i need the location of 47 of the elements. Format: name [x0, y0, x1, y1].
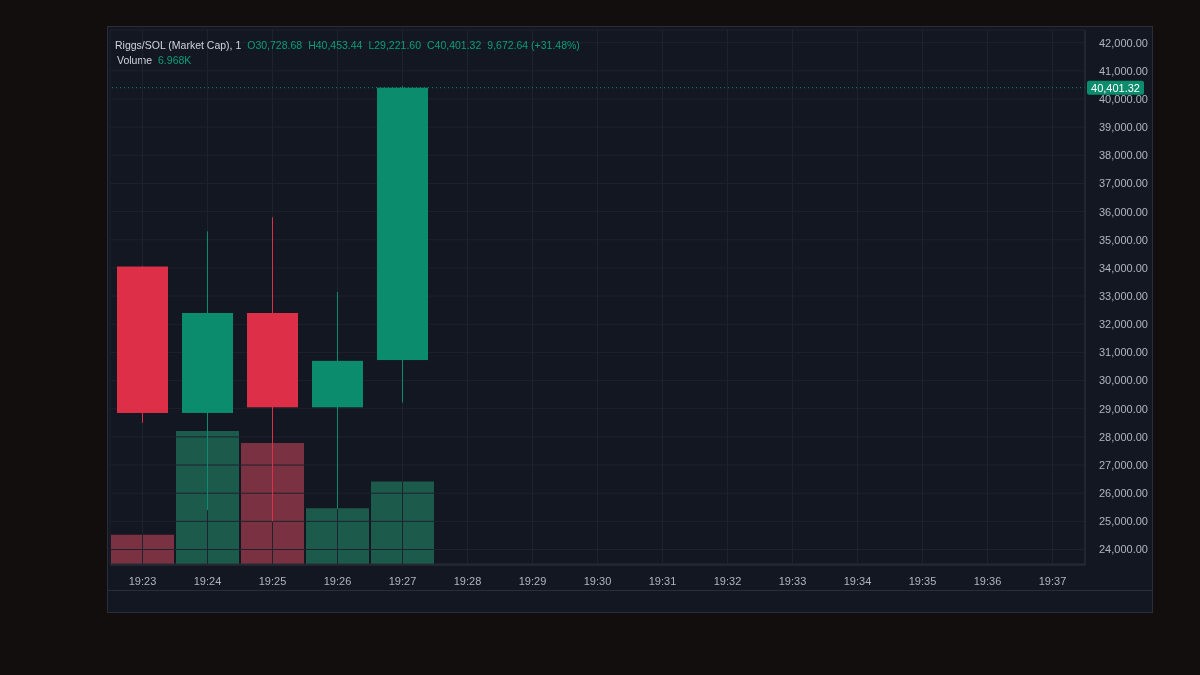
x-tick-label: 19:37: [1038, 574, 1067, 587]
annotation: L29,221.60: [368, 39, 421, 51]
y-tick-label: 27,000.00: [1099, 458, 1148, 471]
y-tick-label: 36,000.00: [1099, 205, 1148, 218]
x-tick-label: 19:32: [713, 574, 742, 587]
x-tick-label: 19:33: [778, 574, 807, 587]
x-tick-label: 19:27: [388, 574, 417, 587]
bar: [176, 431, 239, 564]
annotation: 6.968K: [158, 54, 192, 66]
y-tick-label: 41,000.00: [1099, 64, 1148, 77]
ref-line-label: 40,401.32: [1091, 81, 1140, 94]
y-tick-label: 42,000.00: [1099, 36, 1148, 49]
y-tick-label: 25,000.00: [1099, 515, 1148, 528]
annotation: H40,453.44: [308, 39, 363, 51]
y-tick-label: 34,000.00: [1099, 261, 1148, 274]
y-tick-label: 29,000.00: [1099, 402, 1148, 415]
y-tick-label: 28,000.00: [1099, 430, 1148, 443]
x-tick-label: 19:34: [843, 574, 872, 587]
x-tick-label: 19:25: [258, 574, 287, 587]
bar: [241, 442, 304, 564]
text: Riggs/SOL (Market Cap), 1: [115, 39, 242, 51]
annotation: C40,401.32: [427, 39, 482, 51]
x-tick-label: 19:35: [908, 574, 937, 587]
bar: [111, 534, 174, 564]
x-tick-label: 19:31: [648, 574, 677, 587]
annotation: 9,672.64 (+31.48%): [487, 39, 580, 51]
y-tick-label: 24,000.00: [1099, 543, 1148, 556]
x-tick-label: 19:26: [323, 574, 352, 587]
bar: [371, 481, 434, 564]
y-tick-label: 37,000.00: [1099, 177, 1148, 190]
y-tick-label: 32,000.00: [1099, 318, 1148, 331]
annotation: O30,728.68: [247, 39, 303, 51]
y-tick-label: 30,000.00: [1099, 374, 1148, 387]
y-tick-label: 39,000.00: [1099, 121, 1148, 134]
x-tick-label: 19:28: [453, 574, 482, 587]
chart-title: Volume: [117, 54, 153, 66]
y-tick-label: 26,000.00: [1099, 487, 1148, 500]
x-tick-label: 19:36: [973, 574, 1002, 587]
x-tick-label: 19:29: [518, 574, 547, 587]
y-tick-label: 31,000.00: [1099, 346, 1148, 359]
bar: [306, 508, 369, 564]
x-tick-label: 19:23: [128, 574, 157, 587]
x-tick-label: 19:24: [193, 574, 222, 587]
y-tick-label: 38,000.00: [1099, 149, 1148, 162]
y-tick-label: 35,000.00: [1099, 233, 1148, 246]
y-tick-label: 33,000.00: [1099, 290, 1148, 302]
x-tick-label: 19:30: [583, 574, 612, 587]
